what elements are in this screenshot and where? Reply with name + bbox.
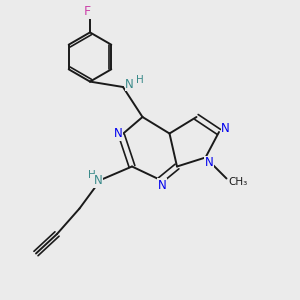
Text: N: N bbox=[221, 122, 230, 135]
Text: N: N bbox=[125, 77, 134, 91]
Text: H: H bbox=[136, 75, 143, 85]
Text: CH₃: CH₃ bbox=[228, 177, 248, 187]
Text: N: N bbox=[94, 174, 103, 187]
Text: N: N bbox=[158, 179, 166, 192]
Text: N: N bbox=[114, 127, 123, 140]
Text: N: N bbox=[205, 156, 214, 170]
Text: F: F bbox=[84, 5, 91, 18]
Text: H: H bbox=[88, 169, 96, 180]
